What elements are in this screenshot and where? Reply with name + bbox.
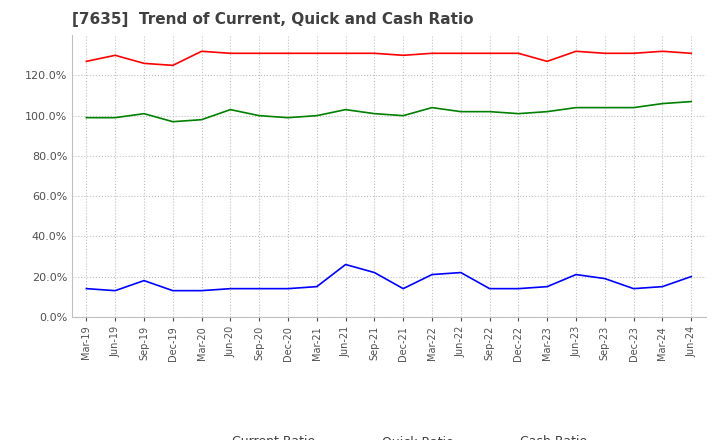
Current Ratio <box>284 51 292 56</box>
Quick Ratio <box>456 109 465 114</box>
Quick Ratio <box>255 113 264 118</box>
Cash Ratio <box>456 270 465 275</box>
Cash Ratio <box>168 288 177 293</box>
Cash Ratio <box>543 284 552 289</box>
Quick Ratio <box>312 113 321 118</box>
Current Ratio <box>111 53 120 58</box>
Cash Ratio <box>485 286 494 291</box>
Line: Current Ratio: Current Ratio <box>86 51 691 66</box>
Quick Ratio <box>197 117 206 122</box>
Current Ratio <box>658 49 667 54</box>
Current Ratio <box>226 51 235 56</box>
Quick Ratio <box>370 111 379 116</box>
Current Ratio <box>140 61 148 66</box>
Current Ratio <box>485 51 494 56</box>
Current Ratio <box>629 51 638 56</box>
Current Ratio <box>600 51 609 56</box>
Quick Ratio <box>399 113 408 118</box>
Quick Ratio <box>514 111 523 116</box>
Cash Ratio <box>284 286 292 291</box>
Current Ratio <box>399 53 408 58</box>
Cash Ratio <box>197 288 206 293</box>
Cash Ratio <box>255 286 264 291</box>
Quick Ratio <box>428 105 436 110</box>
Cash Ratio <box>687 274 696 279</box>
Cash Ratio <box>658 284 667 289</box>
Cash Ratio <box>600 276 609 281</box>
Quick Ratio <box>284 115 292 120</box>
Current Ratio <box>514 51 523 56</box>
Current Ratio <box>456 51 465 56</box>
Cash Ratio <box>111 288 120 293</box>
Text: [7635]  Trend of Current, Quick and Cash Ratio: [7635] Trend of Current, Quick and Cash … <box>72 12 474 27</box>
Cash Ratio <box>428 272 436 277</box>
Current Ratio <box>543 59 552 64</box>
Current Ratio <box>312 51 321 56</box>
Current Ratio <box>197 49 206 54</box>
Current Ratio <box>428 51 436 56</box>
Quick Ratio <box>82 115 91 120</box>
Quick Ratio <box>341 107 350 112</box>
Quick Ratio <box>572 105 580 110</box>
Cash Ratio <box>140 278 148 283</box>
Line: Cash Ratio: Cash Ratio <box>86 264 691 291</box>
Quick Ratio <box>168 119 177 125</box>
Current Ratio <box>687 51 696 56</box>
Quick Ratio <box>485 109 494 114</box>
Current Ratio <box>370 51 379 56</box>
Quick Ratio <box>543 109 552 114</box>
Line: Quick Ratio: Quick Ratio <box>86 102 691 122</box>
Current Ratio <box>82 59 91 64</box>
Current Ratio <box>255 51 264 56</box>
Cash Ratio <box>399 286 408 291</box>
Quick Ratio <box>600 105 609 110</box>
Current Ratio <box>572 49 580 54</box>
Cash Ratio <box>370 270 379 275</box>
Quick Ratio <box>226 107 235 112</box>
Quick Ratio <box>658 101 667 106</box>
Legend: Current Ratio, Quick Ratio, Cash Ratio: Current Ratio, Quick Ratio, Cash Ratio <box>186 430 592 440</box>
Current Ratio <box>168 63 177 68</box>
Cash Ratio <box>629 286 638 291</box>
Cash Ratio <box>226 286 235 291</box>
Current Ratio <box>341 51 350 56</box>
Quick Ratio <box>111 115 120 120</box>
Cash Ratio <box>82 286 91 291</box>
Quick Ratio <box>140 111 148 116</box>
Quick Ratio <box>629 105 638 110</box>
Cash Ratio <box>572 272 580 277</box>
Quick Ratio <box>687 99 696 104</box>
Cash Ratio <box>312 284 321 289</box>
Cash Ratio <box>341 262 350 267</box>
Cash Ratio <box>514 286 523 291</box>
